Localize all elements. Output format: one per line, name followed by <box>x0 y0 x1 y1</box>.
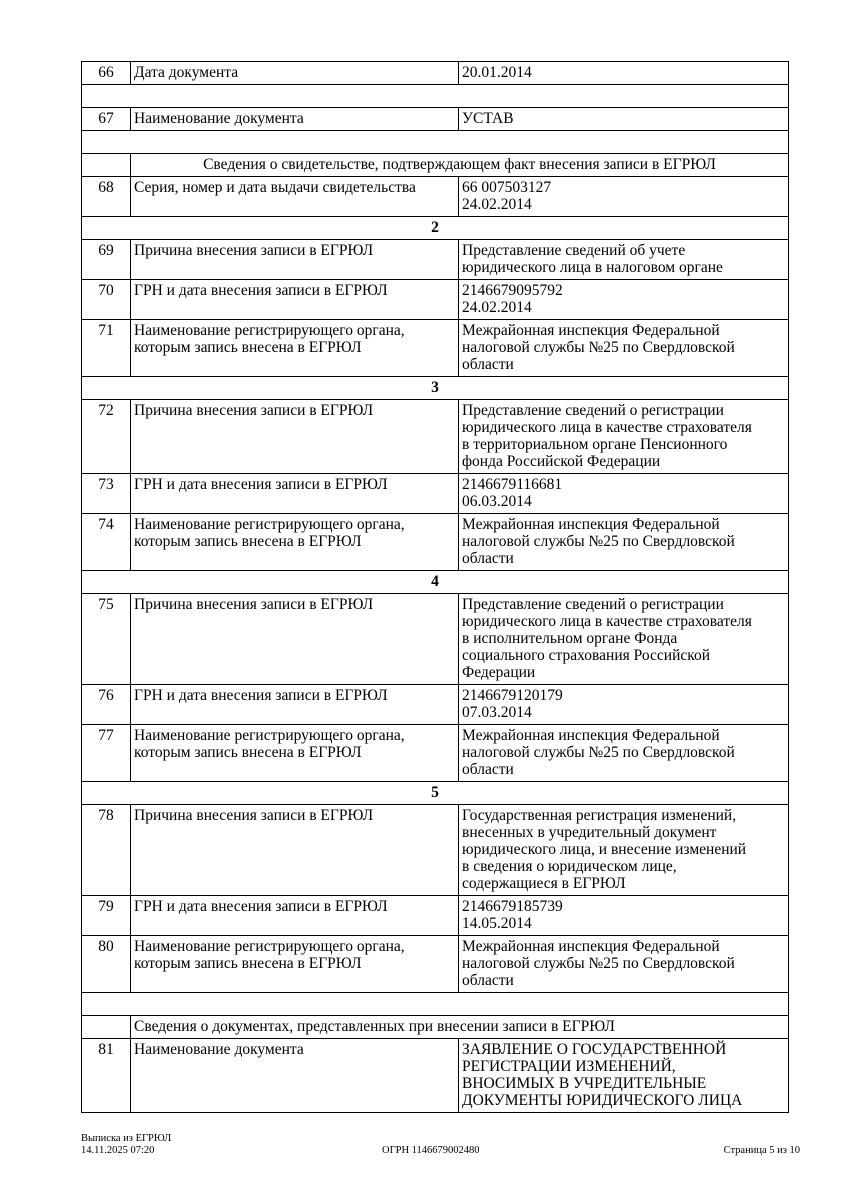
table-row: 78 Причина внесения записи в ЕГРЮЛ Государ… <box>81 804 789 896</box>
table-row: 79 ГРН и дата внесения записи в ЕГРЮЛ 2146… <box>81 895 789 936</box>
field-label: Причина внесения записи в ЕГРЮЛ <box>130 593 459 685</box>
field-value: УСТАВ <box>458 107 789 131</box>
row-number: 76 <box>81 684 131 725</box>
section-title: Сведения о документах, представленных пр… <box>130 1015 789 1039</box>
field-label: ГРН и дата внесения записи в ЕГРЮЛ <box>130 895 459 936</box>
field-label: Причина внесения записи в ЕГРЮЛ <box>130 399 459 474</box>
field-label: ГРН и дата внесения записи в ЕГРЮЛ <box>130 473 459 514</box>
section-header-row: Сведения о документах, представленных пр… <box>81 1015 789 1039</box>
record-number: 3 <box>81 376 789 400</box>
empty-cell <box>81 992 789 1016</box>
field-value: Представление сведений о регистрации юри… <box>458 593 789 685</box>
field-value: 2146679185739 14.05.2014 <box>458 895 789 936</box>
row-number: 67 <box>81 107 131 131</box>
field-value: 2146679120179 07.03.2014 <box>458 684 789 725</box>
record-number: 5 <box>81 781 789 805</box>
field-value: 66 007503127 24.02.2014 <box>458 176 789 217</box>
field-value: Представление сведений об учете юридичес… <box>458 239 789 280</box>
record-group-header: 3 <box>81 376 789 400</box>
record-number: 4 <box>81 570 789 594</box>
empty-cell <box>81 130 789 154</box>
table-row: 69 Причина внесения записи в ЕГРЮЛ Предста… <box>81 239 789 280</box>
section-title: Сведения о свидетельстве, подтверждающем… <box>130 153 789 177</box>
empty-row <box>81 84 789 108</box>
field-label: Серия, номер и дата выдачи свидетельства <box>130 176 459 217</box>
field-label: ГРН и дата внесения записи в ЕГРЮЛ <box>130 684 459 725</box>
section-header-row: Сведения о свидетельстве, подтверждающем… <box>81 153 789 177</box>
record-group-header: 4 <box>81 570 789 594</box>
row-number: 72 <box>81 399 131 474</box>
record-number: 2 <box>81 216 789 240</box>
record-group-header: 2 <box>81 216 789 240</box>
footer-left: Выписка из ЕГРЮЛ 14.11.2025 07:20 <box>81 1133 171 1157</box>
field-value: 2146679116681 06.03.2014 <box>458 473 789 514</box>
table-row: 80 Наименование регистрирующего органа, к… <box>81 935 789 993</box>
footer-ogrn: ОГРН 1146679002480 <box>382 1145 480 1156</box>
table-row: 75 Причина внесения записи в ЕГРЮЛ Предста… <box>81 593 789 685</box>
field-value: Межрайонная инспекция Федеральной налого… <box>458 513 789 571</box>
field-label: Наименование регистрирующего органа, кот… <box>130 935 459 993</box>
table-row: 74 Наименование регистрирующего органа, к… <box>81 513 789 571</box>
row-number: 68 <box>81 176 131 217</box>
footer-page-number: Страница 5 из 10 <box>723 1145 800 1156</box>
field-value: ЗАЯВЛЕНИЕ О ГОСУДАРСТВЕННОЙ РЕГИСТРАЦИИ … <box>458 1038 789 1113</box>
field-label: Наименование документа <box>130 107 459 131</box>
table-row: 68 Серия, номер и дата выдачи свидетельст… <box>81 176 789 217</box>
table-row: 71 Наименование регистрирующего органа, к… <box>81 319 789 377</box>
table-row: 73 ГРН и дата внесения записи в ЕГРЮЛ 2146… <box>81 473 789 514</box>
field-label: ГРН и дата внесения записи в ЕГРЮЛ <box>130 279 459 320</box>
table-row: 72 Причина внесения записи в ЕГРЮЛ Предста… <box>81 399 789 474</box>
row-number: 79 <box>81 895 131 936</box>
row-number: 78 <box>81 804 131 896</box>
field-value: Представление сведений о регистрации юри… <box>458 399 789 474</box>
row-number: 80 <box>81 935 131 993</box>
field-label: Наименование регистрирующего органа, кот… <box>130 319 459 377</box>
row-number: 75 <box>81 593 131 685</box>
field-label: Дата документа <box>130 61 459 85</box>
empty-row <box>81 130 789 154</box>
field-value: Межрайонная инспекция Федеральной налого… <box>458 935 789 993</box>
empty-cell <box>81 84 789 108</box>
field-label: Причина внесения записи в ЕГРЮЛ <box>130 804 459 896</box>
table-row: 77 Наименование регистрирующего органа, к… <box>81 724 789 782</box>
field-value: Государственная регистрация изменений, в… <box>458 804 789 896</box>
row-number: 74 <box>81 513 131 571</box>
table-row: 67 Наименование документа УСТАВ <box>81 107 789 131</box>
footer-doc-name: Выписка из ЕГРЮЛ <box>81 1133 172 1144</box>
field-value: Межрайонная инспекция Федеральной налого… <box>458 319 789 377</box>
field-value: 2146679095792 24.02.2014 <box>458 279 789 320</box>
row-number: 77 <box>81 724 131 782</box>
egrul-table: 66 Дата документа 20.01.2014 67 Наименование… <box>81 61 789 1113</box>
row-number: 73 <box>81 473 131 514</box>
footer-datetime: 14.11.2025 07:20 <box>81 1145 155 1156</box>
field-value: Межрайонная инспекция Федеральной налого… <box>458 724 789 782</box>
row-number: 70 <box>81 279 131 320</box>
record-group-header: 5 <box>81 781 789 805</box>
empty-cell <box>81 1015 131 1039</box>
table-row: 66 Дата документа 20.01.2014 <box>81 61 789 85</box>
table-row: 81 Наименование документа ЗАЯВЛЕНИЕ О ГОСУ… <box>81 1038 789 1113</box>
field-label: Причина внесения записи в ЕГРЮЛ <box>130 239 459 280</box>
table-row: 76 ГРН и дата внесения записи в ЕГРЮЛ 2146… <box>81 684 789 725</box>
field-label: Наименование регистрирующего органа, кот… <box>130 513 459 571</box>
field-label: Наименование документа <box>130 1038 459 1113</box>
table-row: 70 ГРН и дата внесения записи в ЕГРЮЛ 2146… <box>81 279 789 320</box>
empty-cell <box>81 153 131 177</box>
field-value: 20.01.2014 <box>458 61 789 85</box>
field-label: Наименование регистрирующего органа, кот… <box>130 724 459 782</box>
row-number: 66 <box>81 61 131 85</box>
empty-row <box>81 992 789 1016</box>
row-number: 81 <box>81 1038 131 1113</box>
row-number: 69 <box>81 239 131 280</box>
row-number: 71 <box>81 319 131 377</box>
